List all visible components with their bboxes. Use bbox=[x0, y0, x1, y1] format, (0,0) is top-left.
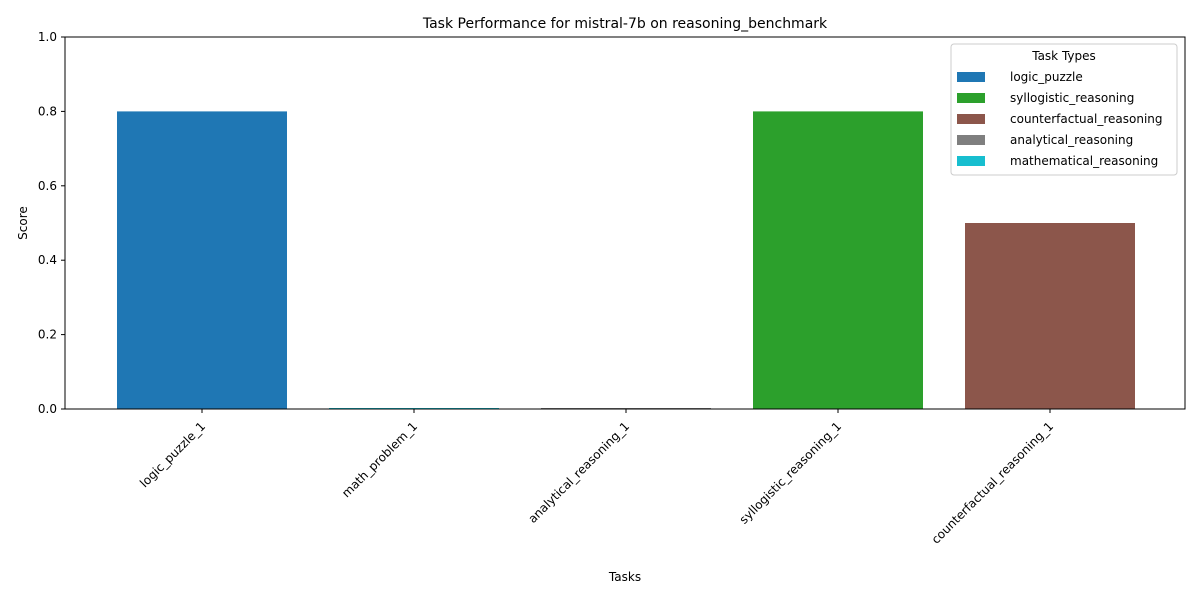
x-tick-label: math_problem_1 bbox=[339, 419, 420, 500]
y-tick-label: 0.2 bbox=[38, 328, 57, 342]
y-axis-label: Score bbox=[16, 206, 30, 240]
legend-swatch-analytical_reasoning bbox=[957, 135, 985, 145]
bar-logic_puzzle_1 bbox=[117, 111, 287, 410]
legend-label-analytical_reasoning: analytical_reasoning bbox=[1010, 133, 1133, 147]
legend-label-logic_puzzle: logic_puzzle bbox=[1010, 70, 1083, 84]
x-tick-label: analytical_reasoning_1 bbox=[525, 419, 632, 526]
x-axis-label: Tasks bbox=[608, 570, 641, 584]
x-tick-label: counterfactual_reasoning_1 bbox=[929, 419, 1056, 546]
legend-swatch-mathematical_reasoning bbox=[957, 156, 985, 166]
y-tick-label: 0.8 bbox=[38, 104, 57, 118]
x-tick-label: syllogistic_reasoning_1 bbox=[737, 419, 844, 526]
legend: Task Types logic_puzzle syllogistic_reason… bbox=[950, 43, 1178, 176]
legend-swatch-logic_puzzle bbox=[957, 72, 985, 82]
legend-label-mathematical_reasoning: mathematical_reasoning bbox=[1010, 154, 1158, 168]
legend-box bbox=[950, 43, 1178, 176]
legend-swatch-counterfactual_reasoning bbox=[957, 114, 985, 124]
bar-syllogistic_reasoning_1 bbox=[753, 111, 923, 410]
x-tick-label: logic_puzzle_1 bbox=[137, 419, 208, 490]
y-tick-label: 0.4 bbox=[38, 253, 57, 267]
legend-title: Task Types bbox=[1031, 49, 1096, 63]
y-tick-label: 0.6 bbox=[38, 179, 57, 193]
plot-frame bbox=[64, 36, 1186, 410]
legend-swatch-syllogistic_reasoning bbox=[957, 93, 985, 103]
y-tick-label: 1.0 bbox=[38, 30, 57, 44]
x-axis: logic_puzzle_1 math_problem_1 analytical_r… bbox=[137, 409, 1056, 547]
legend-label-counterfactual_reasoning: counterfactual_reasoning bbox=[1010, 112, 1163, 126]
bar-counterfactual_reasoning_1 bbox=[965, 223, 1135, 409]
chart-title: Task Performance for mistral-7b on reaso… bbox=[422, 16, 828, 32]
y-axis: 0.0 0.2 0.4 0.6 0.8 1.0 bbox=[38, 30, 65, 416]
y-tick-label: 0.0 bbox=[38, 402, 57, 416]
legend-label-syllogistic_reasoning: syllogistic_reasoning bbox=[1010, 91, 1134, 105]
bars-group bbox=[117, 111, 1135, 410]
